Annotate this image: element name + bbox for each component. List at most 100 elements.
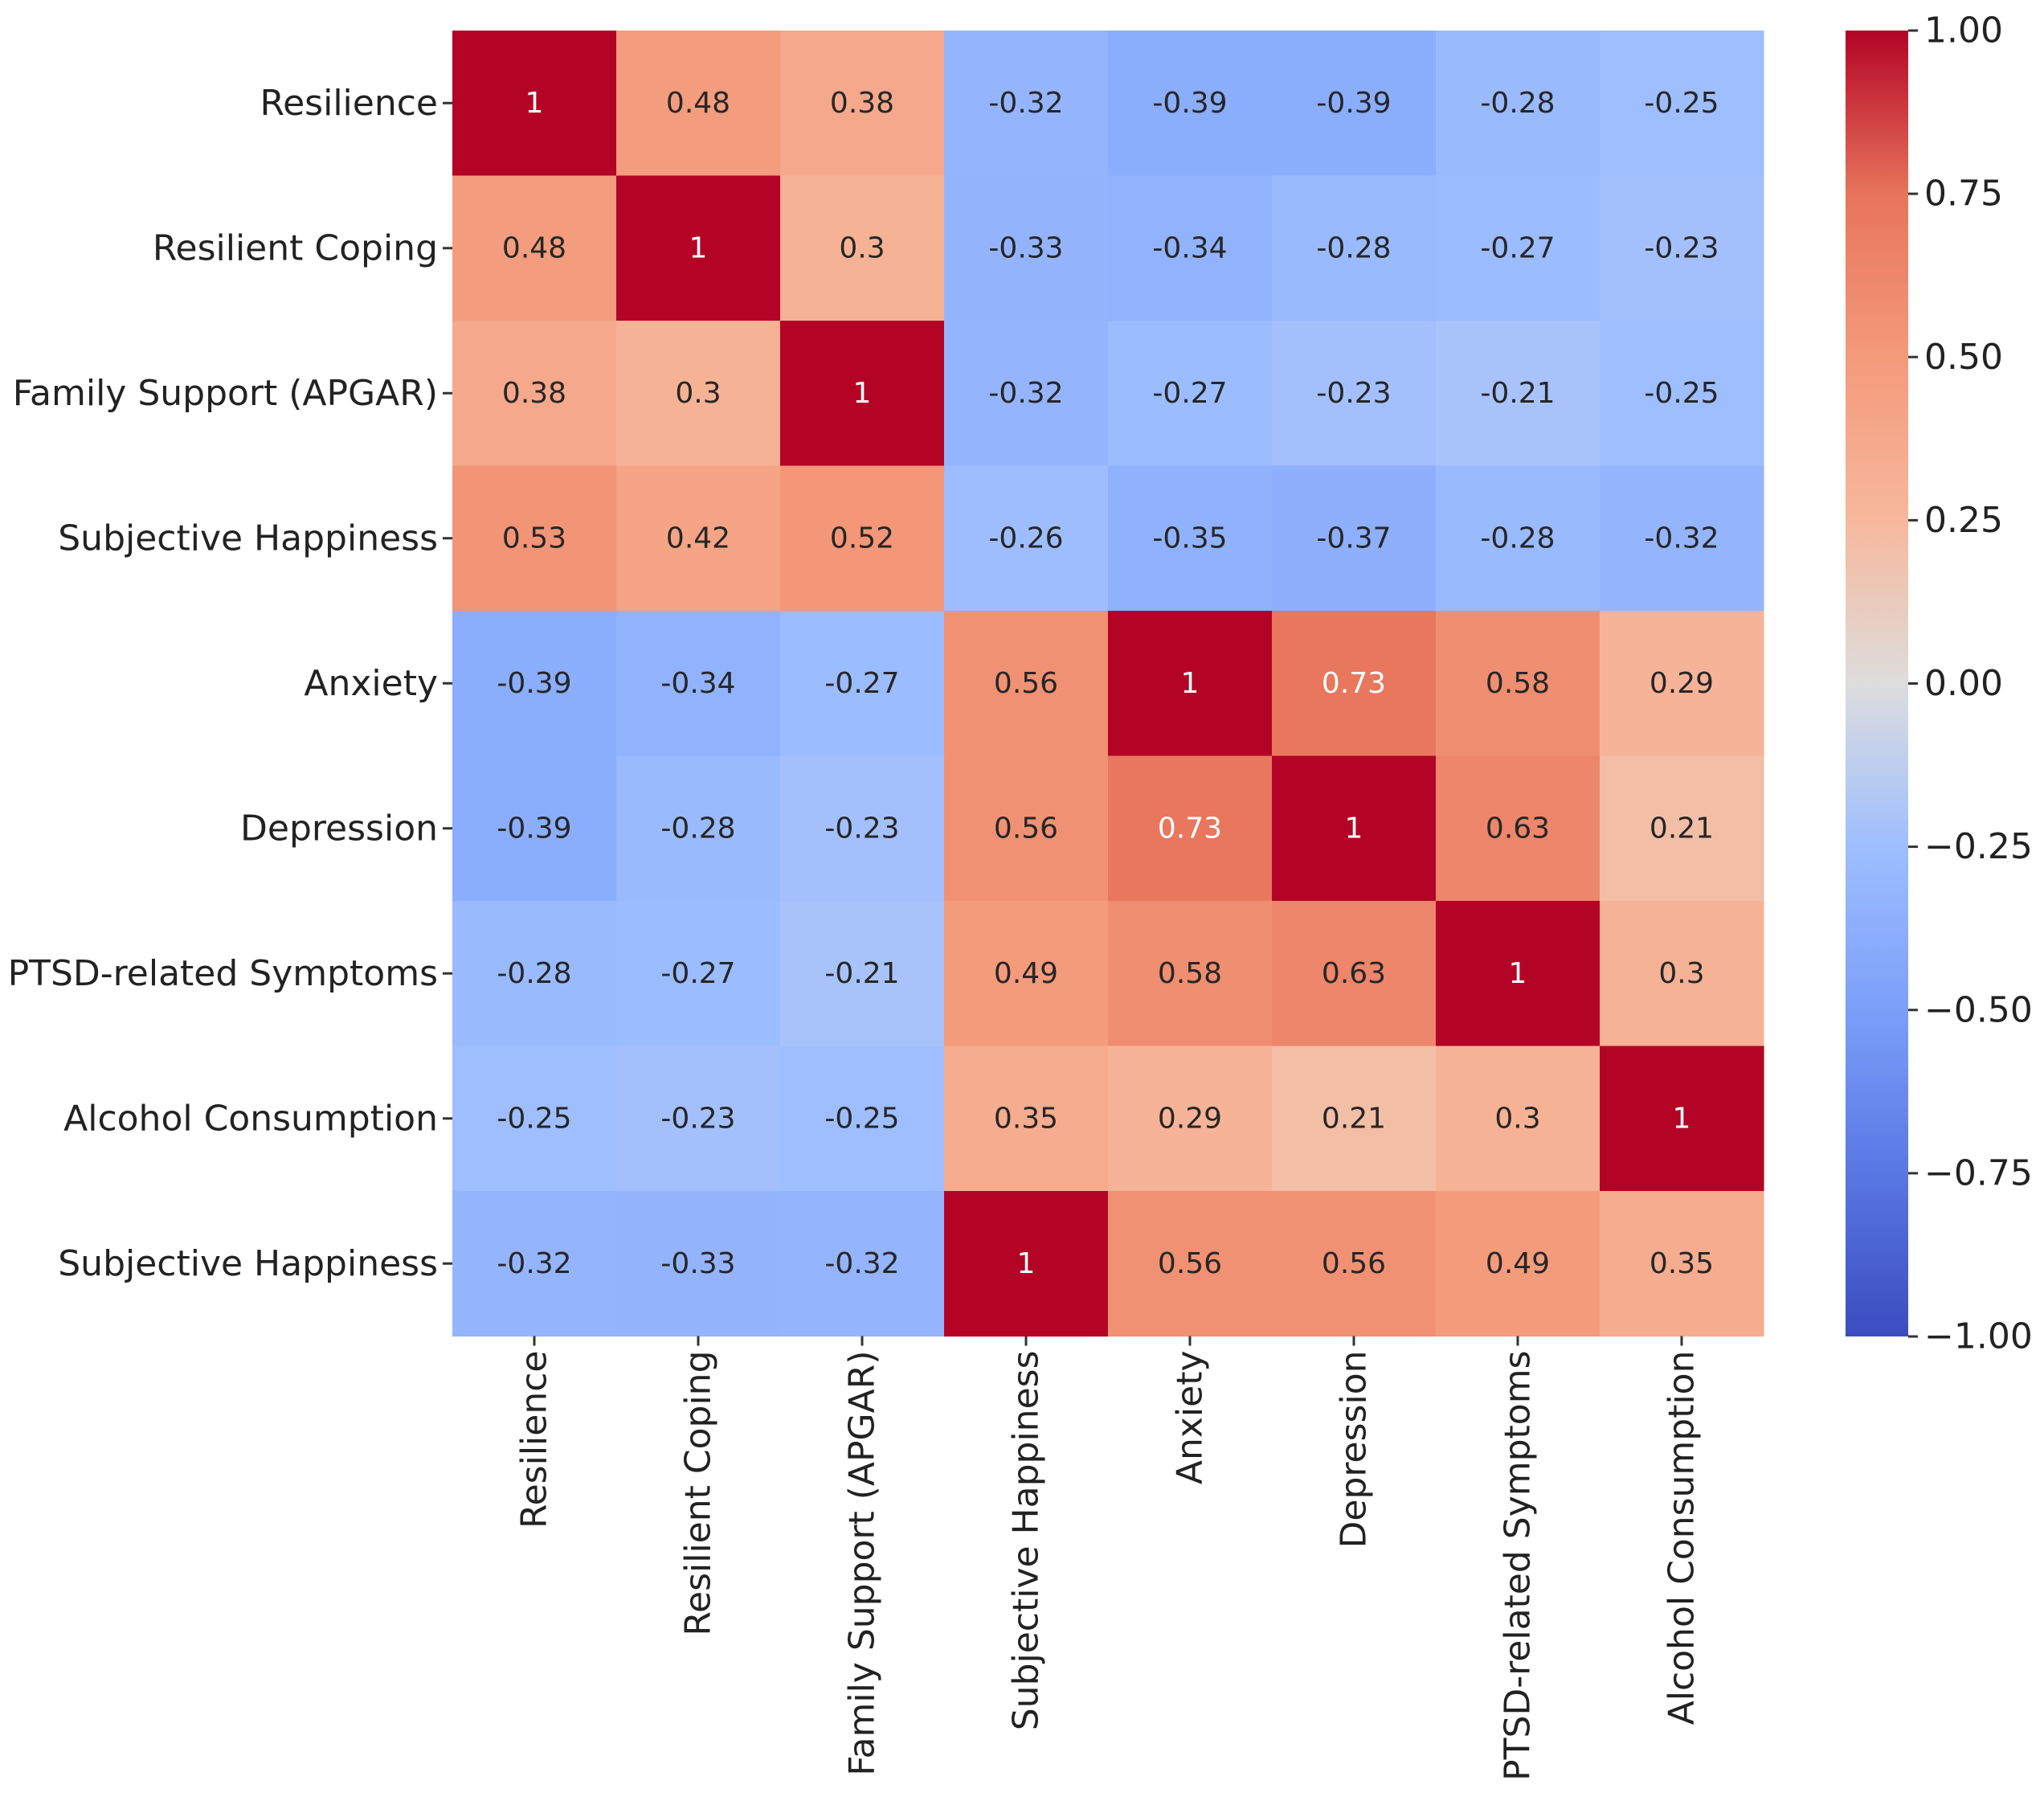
- cell-value: -0.23: [660, 1102, 735, 1135]
- cell-value: 0.3: [839, 231, 885, 264]
- cell-value: 0.56: [1158, 1247, 1222, 1280]
- heatmap-cell: [780, 611, 945, 757]
- heatmap-cell: [944, 321, 1109, 467]
- heatmap-cell: [1272, 31, 1437, 177]
- cell-value: 0.29: [1650, 667, 1714, 700]
- row-label: Depression: [240, 808, 438, 849]
- cell-value: 0.73: [1158, 812, 1222, 845]
- cell-value: 0.58: [1158, 957, 1222, 990]
- heatmap-cell: [1436, 465, 1600, 612]
- cell-value: -0.27: [1152, 377, 1227, 410]
- cell-value: -0.28: [497, 957, 571, 990]
- heatmap-cell: [944, 1046, 1109, 1192]
- cell-value: 1: [1673, 1102, 1691, 1135]
- heatmap-cell: [1436, 1046, 1600, 1192]
- colorbar-tick-label: −0.75: [1924, 1152, 2033, 1193]
- heatmap-cell: [780, 175, 945, 321]
- cell-value: 1: [1181, 667, 1200, 700]
- cell-value: -0.39: [1152, 87, 1227, 120]
- heatmap-cell: [1436, 175, 1600, 321]
- cell-value: -0.28: [1316, 231, 1391, 264]
- cell-value: 0.53: [502, 522, 566, 555]
- heatmap-cell: [616, 175, 781, 321]
- cell-value: -0.25: [1644, 377, 1719, 410]
- cell-value: 0.63: [1486, 812, 1550, 845]
- column-label: PTSD-related Symptoms: [1498, 1351, 1539, 1781]
- heatmap-cell: [1436, 31, 1600, 177]
- heatmap-cell: [1436, 755, 1600, 902]
- cell-value: -0.27: [660, 957, 735, 990]
- cell-value: -0.32: [988, 377, 1063, 410]
- heatmap-cell: [1272, 1046, 1437, 1192]
- heatmap-cell: [1600, 1046, 1764, 1192]
- heatmap-cell: [1272, 755, 1437, 902]
- heatmap-cell: [616, 901, 781, 1047]
- cell-value: 0.38: [502, 377, 566, 410]
- heatmap-cell: [1272, 901, 1437, 1047]
- heatmap-cell: [1436, 321, 1600, 467]
- row-label: Alcohol Consumption: [63, 1098, 438, 1139]
- cell-value: -0.26: [988, 522, 1063, 555]
- cell-value: 0.21: [1322, 1102, 1386, 1135]
- colorbar-tick-label: 0.75: [1924, 174, 2003, 215]
- x-axis-tick-labels: Resilience Resilient Coping Family Support…: [514, 1336, 1703, 1781]
- cell-value: 0.38: [830, 87, 894, 120]
- colorbar-tick-label: 0.00: [1924, 663, 2003, 704]
- cell-value: -0.32: [988, 87, 1063, 120]
- heatmap-cell: [1272, 611, 1437, 757]
- heatmap-cell: [1272, 175, 1437, 321]
- heatmap-cell: [1600, 1191, 1764, 1337]
- heatmap-cell: [1108, 1191, 1273, 1337]
- cell-value: 1: [1345, 812, 1363, 845]
- cell-value: -0.27: [824, 667, 899, 700]
- heatmap-cell: [1600, 611, 1764, 757]
- cell-value: 0.58: [1486, 667, 1550, 700]
- heatmap-cell: [452, 901, 617, 1047]
- column-label: Resilience: [514, 1351, 555, 1529]
- heatmap-cell: [1108, 321, 1273, 467]
- cell-value: 0.56: [1322, 1247, 1386, 1280]
- heatmap-cell: [1108, 31, 1273, 177]
- heatmap-cell: [452, 1046, 617, 1192]
- cell-value: 0.63: [1322, 957, 1386, 990]
- heatmap-cell-values: 1 0.48 0.38 -0.32 -0.39 -0.39 -0.28 -0.25 0.48 1 0…: [497, 87, 1719, 1280]
- heatmap-cell: [1436, 901, 1600, 1047]
- heatmap-cell: [780, 321, 945, 467]
- colorbar-tick-label: 0.25: [1924, 500, 2003, 541]
- cell-value: -0.37: [1316, 522, 1391, 555]
- heatmap-cell: [780, 31, 945, 177]
- row-label: PTSD-related Symptoms: [8, 953, 438, 994]
- cell-value: -0.35: [1152, 522, 1227, 555]
- heatmap-cell: [944, 611, 1109, 757]
- cell-value: 1: [853, 377, 872, 410]
- heatmap-cell: [1600, 175, 1764, 321]
- cell-value: -0.32: [1644, 522, 1719, 555]
- cell-value: -0.27: [1480, 231, 1555, 264]
- heatmap-cell: [944, 31, 1109, 177]
- column-label: Alcohol Consumption: [1662, 1351, 1703, 1725]
- heatmap-cell: [1600, 465, 1764, 612]
- cell-value: 0.42: [666, 522, 730, 555]
- heatmap-cell: [1108, 755, 1273, 902]
- heatmap-cell: [780, 1046, 945, 1192]
- heatmap-cell: [1108, 1046, 1273, 1192]
- heatmap-cell: [1272, 1191, 1437, 1337]
- heatmap-cell: [616, 611, 781, 757]
- column-label: Family Support (APGAR): [842, 1351, 883, 1776]
- cell-value: -0.28: [1480, 87, 1555, 120]
- heatmap-cell: [944, 901, 1109, 1047]
- cell-value: 0.49: [1486, 1247, 1550, 1280]
- heatmap-cell: [452, 321, 617, 467]
- heatmap-cell: [944, 755, 1109, 902]
- cell-value: 0.35: [1650, 1247, 1714, 1280]
- cell-value: 0.56: [994, 812, 1058, 845]
- heatmap-cell: [1272, 321, 1437, 467]
- cell-value: -0.23: [1644, 231, 1719, 264]
- cell-value: -0.25: [1644, 87, 1719, 120]
- cell-value: -0.23: [1316, 377, 1391, 410]
- heatmap-cell: [616, 1191, 781, 1337]
- heatmap-cell: [1600, 31, 1764, 177]
- heatmap-cell: [1108, 901, 1273, 1047]
- heatmap-cell: [1272, 465, 1437, 612]
- cell-value: -0.32: [497, 1247, 571, 1280]
